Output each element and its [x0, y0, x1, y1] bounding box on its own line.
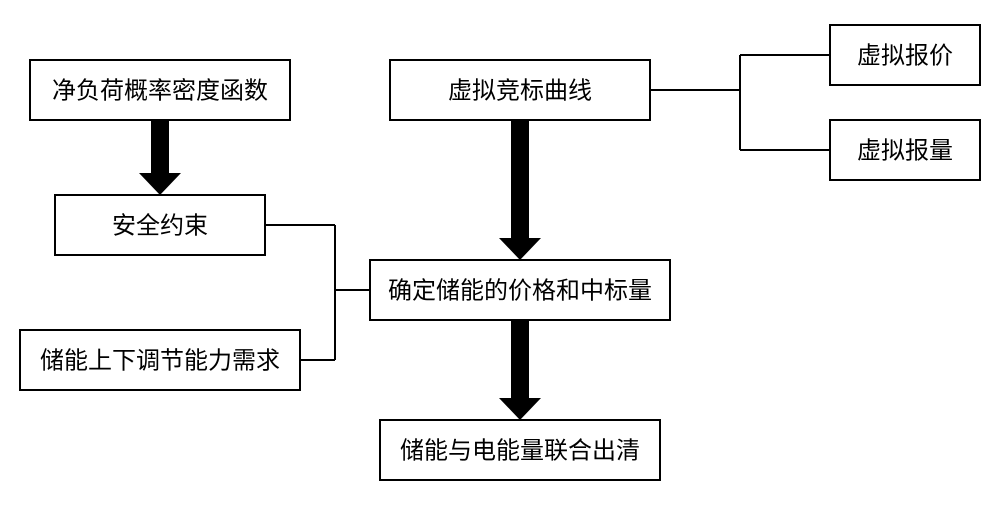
flow-node-n8: 储能与电能量联合出清 — [380, 420, 660, 480]
flow-node-label: 净负荷概率密度函数 — [52, 77, 268, 104]
flow-node-label: 虚拟报量 — [857, 137, 953, 164]
flow-node-n1: 净负荷概率密度函数 — [30, 60, 290, 120]
flow-node-n4: 虚拟竞标曲线 — [390, 60, 650, 120]
flow-node-label: 储能与电能量联合出清 — [400, 437, 640, 464]
flow-node-label: 储能上下调节能力需求 — [40, 347, 280, 374]
flow-node-n5: 虚拟报价 — [830, 25, 980, 85]
flow-node-n2: 安全约束 — [55, 195, 265, 255]
flow-node-n7: 确定储能的价格和中标量 — [370, 260, 670, 320]
flow-node-n3: 储能上下调节能力需求 — [20, 330, 300, 390]
flow-node-label: 虚拟竞标曲线 — [448, 77, 592, 104]
flow-node-n6: 虚拟报量 — [830, 120, 980, 180]
flow-node-label: 虚拟报价 — [857, 42, 953, 69]
flow-node-label: 确定储能的价格和中标量 — [388, 277, 652, 304]
flow-node-label: 安全约束 — [112, 212, 208, 239]
